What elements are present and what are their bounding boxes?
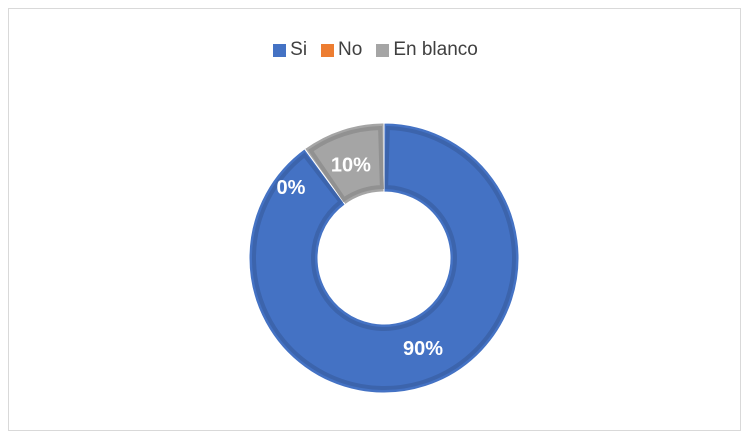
- slice-edge-si: [252, 125, 516, 390]
- legend-item-en-blanco: En blanco: [376, 39, 478, 61]
- legend-swatch-si: [273, 43, 287, 57]
- legend-item-si: Si: [273, 39, 307, 61]
- data-label-en-blanco: 10%: [331, 155, 371, 177]
- legend: Si No En blanco: [9, 39, 742, 61]
- legend-swatch-no: [321, 43, 335, 57]
- legend-label-si: Si: [290, 39, 308, 60]
- legend-label-no: No: [338, 39, 363, 60]
- legend-item-no: No: [321, 39, 362, 61]
- data-label-no: 0%: [276, 177, 305, 199]
- legend-label-en-blanco: En blanco: [393, 39, 478, 60]
- legend-swatch-en-blanco: [376, 43, 390, 57]
- slice-si: [248, 122, 520, 394]
- slice-edge-en-blanco: [307, 125, 384, 203]
- data-label-si: 90%: [403, 338, 443, 360]
